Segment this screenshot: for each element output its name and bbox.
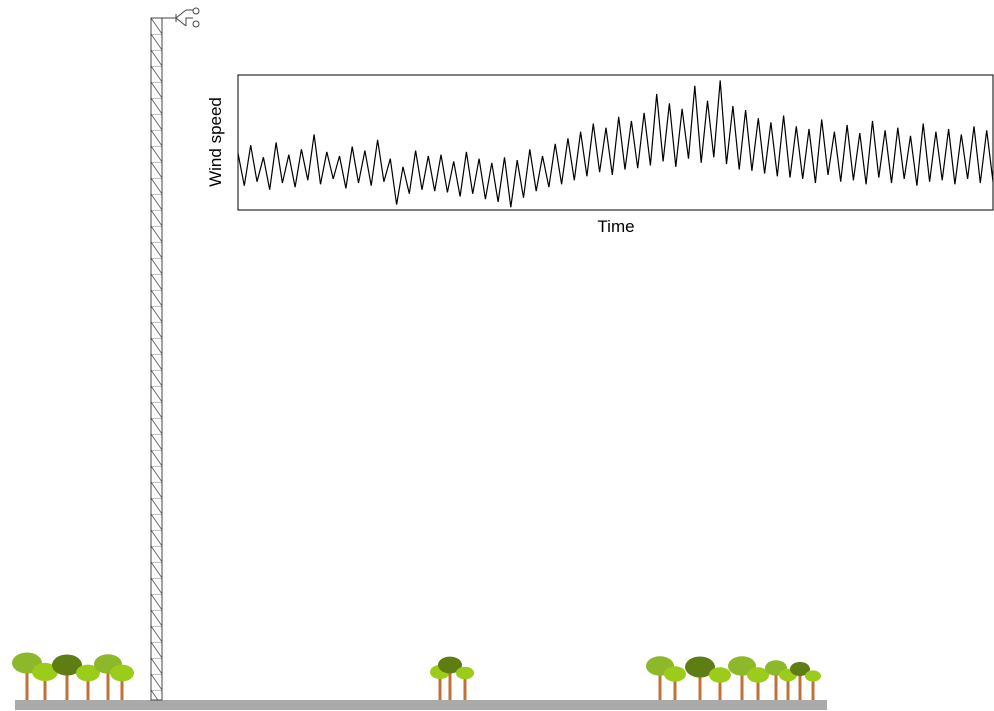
tree-crown (52, 654, 82, 676)
tree-crown (456, 666, 474, 680)
tree-crown (685, 656, 715, 678)
wind-speed-line (237, 80, 994, 208)
y-axis-label: Wind speed (206, 97, 225, 187)
tree-crown (76, 664, 100, 682)
x-axis-label: Time (597, 217, 634, 236)
tree-crown (747, 667, 769, 683)
tree-crown (664, 666, 686, 682)
tree-crown (790, 662, 810, 676)
tower (150, 7, 200, 701)
ground (15, 700, 827, 710)
tree-crown (110, 664, 134, 682)
tree-crown (805, 670, 821, 682)
tree-crown (32, 662, 58, 682)
tree-crown (438, 656, 462, 674)
tree-crown (709, 667, 731, 683)
trees (12, 652, 821, 700)
